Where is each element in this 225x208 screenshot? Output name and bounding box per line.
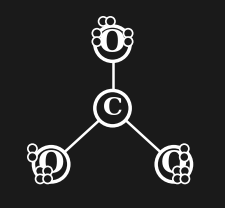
Circle shape <box>95 90 130 126</box>
Circle shape <box>173 166 182 176</box>
Circle shape <box>180 144 189 153</box>
Circle shape <box>156 147 191 182</box>
Text: O: O <box>161 149 187 180</box>
Text: O: O <box>99 28 126 59</box>
Circle shape <box>180 174 189 183</box>
Circle shape <box>180 152 189 162</box>
Circle shape <box>36 174 45 183</box>
Circle shape <box>28 152 37 162</box>
Circle shape <box>95 26 130 61</box>
Circle shape <box>34 147 69 182</box>
Circle shape <box>92 37 101 46</box>
Circle shape <box>106 17 115 26</box>
Circle shape <box>92 29 101 38</box>
Circle shape <box>43 174 52 183</box>
Circle shape <box>124 37 133 46</box>
Circle shape <box>124 29 133 38</box>
Circle shape <box>180 166 189 176</box>
Text: O: O <box>38 149 64 180</box>
Circle shape <box>36 166 45 176</box>
Text: C: C <box>103 96 122 120</box>
Circle shape <box>28 144 37 153</box>
Circle shape <box>99 17 108 26</box>
Circle shape <box>173 174 182 183</box>
Circle shape <box>43 166 52 176</box>
